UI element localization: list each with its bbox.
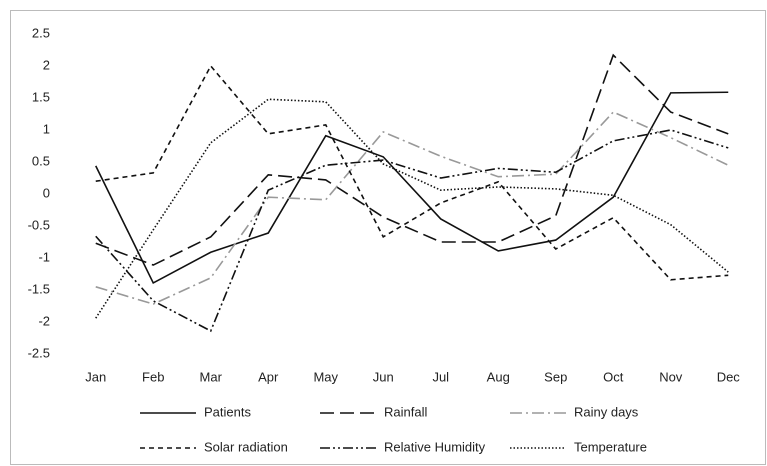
x-tick-label: Sep xyxy=(544,369,567,384)
chart-border xyxy=(10,10,766,465)
legend-label: Rainy days xyxy=(574,404,639,419)
data-line xyxy=(95,98,729,319)
y-tick-label: -2.5 xyxy=(28,345,50,360)
y-tick-label: -0.5 xyxy=(28,217,50,232)
x-tick-label: May xyxy=(313,369,338,384)
x-tick-label: Oct xyxy=(603,369,624,384)
data-line xyxy=(95,64,729,281)
y-tick-label: 1.5 xyxy=(32,89,50,104)
data-line xyxy=(95,129,729,333)
x-tick-label: Mar xyxy=(200,369,223,384)
y-tick-label: 1 xyxy=(43,121,50,136)
data-line xyxy=(95,91,729,285)
x-tick-label: Aug xyxy=(487,369,510,384)
data-line xyxy=(95,53,729,266)
y-tick-label: 2 xyxy=(43,57,50,72)
x-tick-label: Jul xyxy=(432,369,449,384)
y-tick-label: 0.5 xyxy=(32,153,50,168)
legend-label: Solar radiation xyxy=(204,439,288,454)
x-tick-label: Jun xyxy=(373,369,394,384)
y-tick-label: 2.5 xyxy=(32,25,50,40)
legend-label: Rainfall xyxy=(384,404,427,419)
x-tick-label: Dec xyxy=(717,369,741,384)
x-tick-label: Jan xyxy=(85,369,106,384)
legend-label: Relative Humidity xyxy=(384,439,486,454)
x-tick-label: Nov xyxy=(659,369,683,384)
legend-label: Patients xyxy=(204,404,251,419)
data-line xyxy=(95,111,729,305)
y-tick-label: 0 xyxy=(43,185,50,200)
x-tick-label: Feb xyxy=(142,369,164,384)
y-tick-label: -1 xyxy=(38,249,50,264)
legend-label: Temperature xyxy=(574,439,647,454)
y-tick-label: -2 xyxy=(38,313,50,328)
x-tick-label: Apr xyxy=(258,369,279,384)
y-tick-label: -1.5 xyxy=(28,281,50,296)
